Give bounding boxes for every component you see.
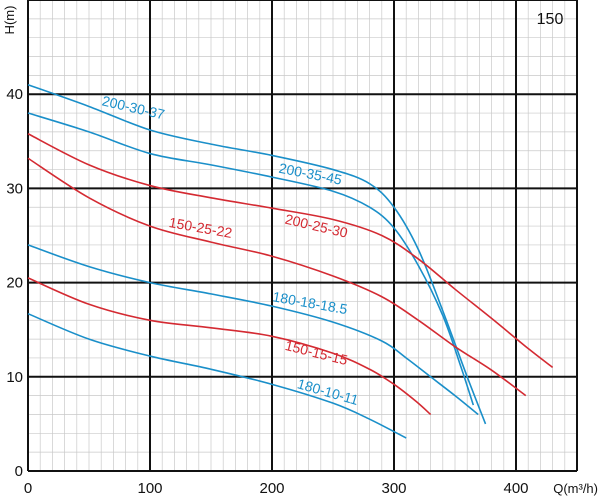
axes (27, 0, 578, 472)
y-tick-label: 20 (6, 275, 23, 292)
series-line-150-25-22 (27, 157, 527, 397)
series-line-200-35-45 (27, 112, 475, 406)
plot-background (28, 0, 577, 471)
series-line-150-15-15 (27, 277, 432, 416)
y-tick-label: 30 (6, 180, 23, 197)
ticks-layer: 0 100 200 300 400 0 10 20 30 40 (6, 86, 528, 497)
series-line-200-25-30 (27, 133, 554, 369)
x-tick-label: 300 (381, 480, 406, 497)
series-line-180-18-18-5 (27, 244, 479, 416)
y-tick-label: 40 (6, 86, 23, 103)
y-axis-title: H(m) (2, 6, 17, 35)
x-tick-label: 200 (259, 480, 284, 497)
series-line-200-30-37 (27, 84, 487, 425)
x-tick-label: 100 (137, 480, 162, 497)
y-tick-label: 10 (6, 369, 23, 386)
y-tick-label: 0 (15, 463, 23, 480)
grid-minor (27, 0, 578, 472)
x-tick-label: 400 (503, 480, 528, 497)
x-tick-label: 0 (24, 480, 32, 497)
corner-label: 150 (537, 11, 564, 28)
x-axis-title: Q(m³/h) (553, 481, 598, 496)
series-line-180-10-11 (27, 312, 407, 439)
